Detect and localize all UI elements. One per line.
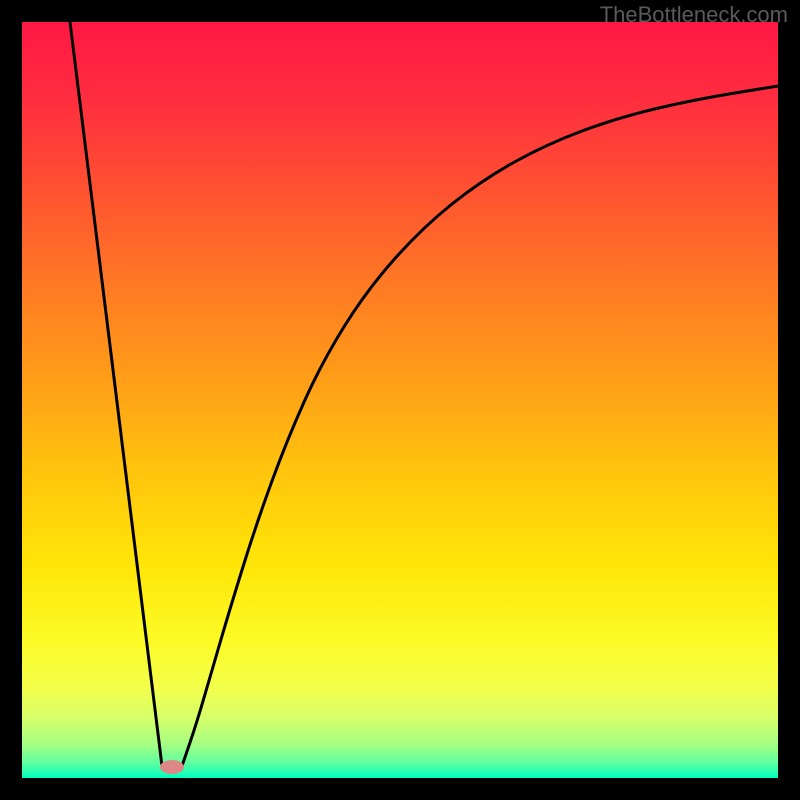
curve-svg [22, 22, 778, 778]
curve-left [70, 22, 162, 766]
plot-area [22, 22, 778, 778]
watermark-text: TheBottleneck.com [600, 2, 788, 28]
curve-right [182, 86, 778, 766]
minimum-marker [160, 760, 184, 774]
chart-container: TheBottleneck.com [0, 0, 800, 800]
